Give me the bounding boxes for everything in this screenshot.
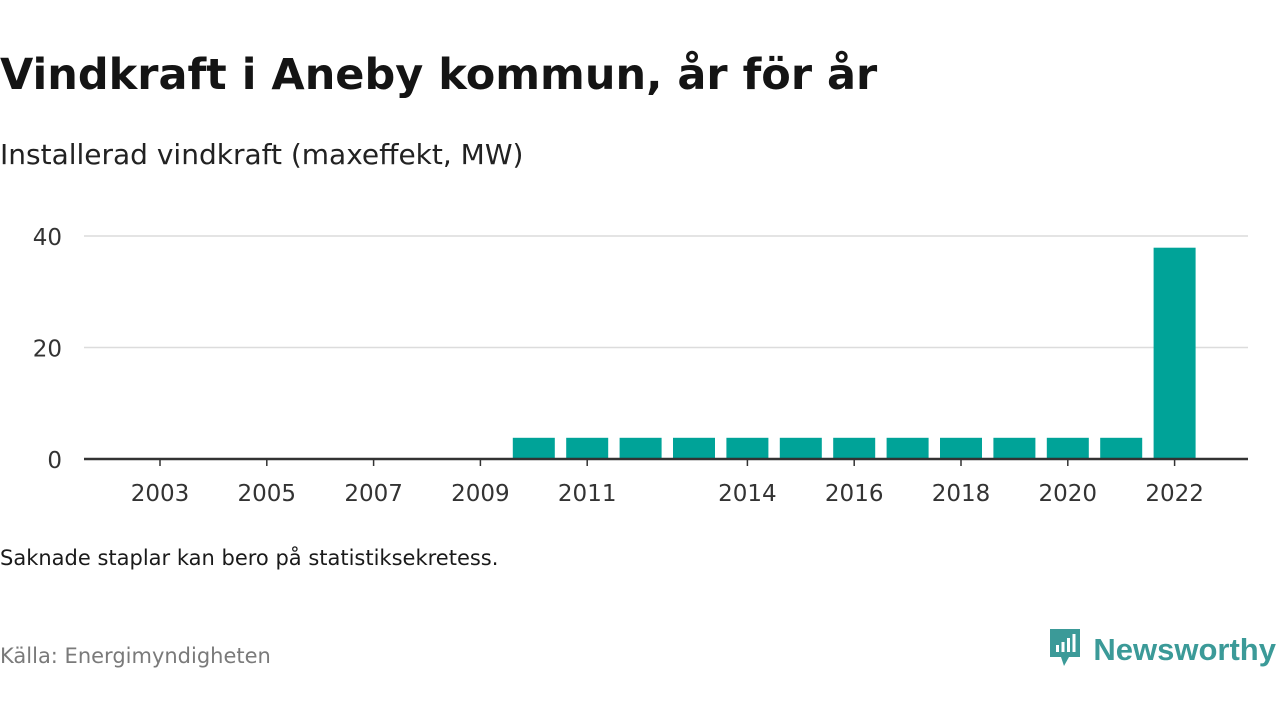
bar-2013	[673, 438, 715, 459]
bar-2021	[1100, 438, 1142, 459]
x-tick-label: 2018	[932, 481, 991, 507]
x-tick-label: 2020	[1039, 481, 1098, 507]
bar-2019	[993, 438, 1035, 459]
x-tick-label: 2005	[238, 481, 297, 507]
x-tick-label: 2009	[451, 481, 510, 507]
x-tick-label: 2016	[825, 481, 884, 507]
bar-2011	[566, 438, 608, 459]
bar-2020	[1047, 438, 1089, 459]
x-tick-label: 2003	[131, 481, 190, 507]
newsworthy-logo-icon	[1047, 627, 1083, 673]
source-label: Källa: Energimyndigheten	[0, 644, 271, 668]
y-tick-label: 0	[47, 448, 62, 474]
bar-2015	[780, 438, 822, 459]
x-tick-label: 2011	[558, 481, 617, 507]
bar-2017	[887, 438, 929, 459]
bar-2016	[833, 438, 875, 459]
x-tick-label: 2022	[1145, 481, 1204, 507]
chart-title: Vindkraft i Aneby kommun, år för år	[0, 50, 877, 100]
bar-2018	[940, 438, 982, 459]
y-tick-label: 20	[33, 337, 62, 363]
bar-2012	[620, 438, 662, 459]
bar-chart: 0 20 40 2003 2005 2007 2009 2011 2014 2016 2018 202…	[0, 200, 1280, 510]
bar-2010	[513, 438, 555, 459]
x-tick-label: 2014	[718, 481, 777, 507]
chart-note: Saknade staplar kan bero på statistiksek…	[0, 546, 498, 570]
bar-2014	[726, 438, 768, 459]
newsworthy-logo: Newsworthy	[1047, 627, 1276, 673]
x-tick-label: 2007	[344, 481, 403, 507]
newsworthy-logo-text: Newsworthy	[1093, 632, 1276, 668]
chart-subtitle: Installerad vindkraft (maxeffekt, MW)	[0, 138, 523, 171]
bar-2022	[1154, 248, 1196, 459]
y-tick-label: 40	[33, 225, 62, 251]
